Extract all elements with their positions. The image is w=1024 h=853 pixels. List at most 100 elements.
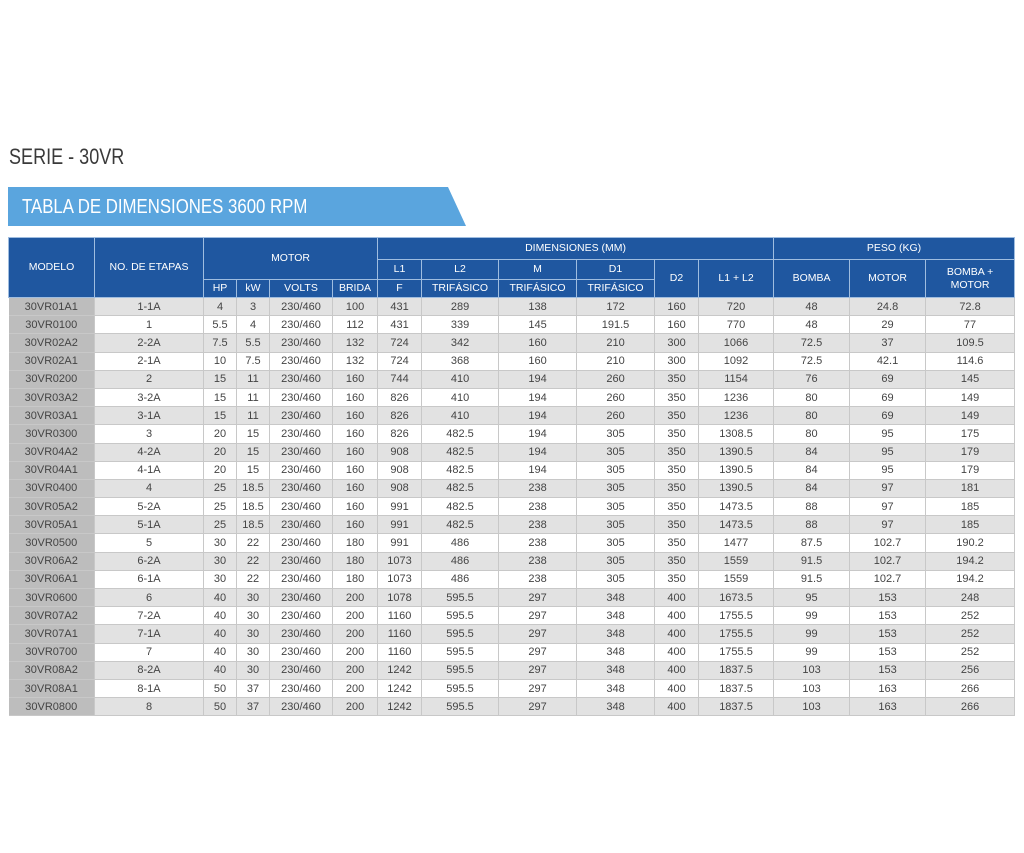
table-cell: 230/460	[269, 679, 333, 699]
table-cell: 482.5	[421, 497, 500, 517]
table-cell: 230/460	[269, 352, 333, 371]
header-peso-group: PESO (KG)	[773, 237, 1016, 260]
table-cell: 50	[203, 697, 237, 717]
table-cell: 1242	[377, 661, 423, 680]
table-cell: 194	[498, 443, 578, 462]
table-cell: 1390.5	[698, 479, 775, 499]
table-row: 30VR04A1 4-1A 20 15 230/460 160 908 482.5 194 305…	[8, 461, 1016, 480]
table-cell: 160	[654, 315, 700, 335]
table-cell: 350	[654, 443, 700, 462]
model-cell: 30VR0400	[8, 479, 95, 499]
table-cell: 84	[773, 461, 851, 480]
table-cell: 482.5	[421, 424, 500, 444]
table-cell: 1559	[698, 570, 775, 590]
table-cell: 18.5	[236, 515, 270, 535]
table-cell: 260	[576, 370, 656, 389]
table-cell: 160	[332, 479, 379, 499]
table-cell: 18.5	[236, 479, 270, 499]
table-cell: 15	[203, 388, 237, 408]
table-cell: 400	[654, 697, 700, 717]
table-cell: 252	[925, 624, 1016, 644]
table-cell: 100	[332, 297, 379, 317]
table-row: 30VR0200 2 15 11 230/460 160 744 410 194 260 350 11…	[8, 370, 1016, 389]
table-cell: 3-2A	[94, 388, 204, 408]
table-cell: 1755.5	[698, 643, 775, 662]
table-title-banner: TABLA DE DIMENSIONES 3600 RPM	[8, 187, 466, 226]
table-row: 30VR01A1 1-1A 4 3 230/460 100 431 289 138 172 160 7…	[8, 297, 1016, 317]
table-cell: 102.7	[849, 552, 927, 571]
table-row: 30VR07A1 7-1A 40 30 230/460 200 1160 595.5 297 34…	[8, 624, 1016, 644]
series-title: SERIE - 30VR	[9, 144, 125, 169]
table-cell: 595.5	[421, 588, 500, 608]
header-d1: D1	[576, 259, 656, 280]
table-cell: 80	[773, 406, 851, 426]
table-cell: 297	[498, 679, 578, 699]
table-cell: 230/460	[269, 624, 333, 644]
table-cell: 180	[332, 552, 379, 571]
table-cell: 305	[576, 497, 656, 517]
model-cell: 30VR0200	[8, 370, 95, 389]
model-cell: 30VR0800	[8, 697, 95, 717]
table-cell: 400	[654, 606, 700, 626]
table-cell: 3	[94, 424, 204, 444]
table-cell: 48	[773, 315, 851, 335]
table-cell: 230/460	[269, 370, 333, 389]
table-cell: 230/460	[269, 588, 333, 608]
table-cell: 595.5	[421, 606, 500, 626]
table-cell: 2-1A	[94, 352, 204, 371]
table-cell: 350	[654, 515, 700, 535]
table-cell: 348	[576, 606, 656, 626]
table-cell: 50	[203, 679, 237, 699]
table-cell: 8-2A	[94, 661, 204, 680]
table-cell: 185	[925, 497, 1016, 517]
table-cell: 1160	[377, 606, 423, 626]
table-cell: 410	[421, 388, 500, 408]
table-cell: 200	[332, 661, 379, 680]
table-cell: 153	[849, 588, 927, 608]
header-volts: VOLTS	[269, 279, 333, 298]
table-row: 30VR07A2 7-2A 40 30 230/460 200 1160 595.5 297 34…	[8, 606, 1016, 626]
table-cell: 99	[773, 643, 851, 662]
table-cell: 2-2A	[94, 333, 204, 353]
table-cell: 350	[654, 570, 700, 590]
table-cell: 194.2	[925, 552, 1016, 571]
header-motor-group: MOTOR	[202, 237, 379, 280]
table-row: 30VR0800 8 50 37 230/460 200 1242 595.5 297 348 40…	[8, 697, 1016, 717]
table-cell: 350	[654, 370, 700, 389]
header-etapas: NO. DE ETAPAS	[94, 237, 204, 298]
table-cell: 826	[377, 424, 423, 444]
table-cell: 20	[203, 461, 237, 480]
table-cell: 305	[576, 552, 656, 571]
model-cell: 30VR0700	[8, 643, 95, 662]
model-cell: 30VR05A1	[8, 515, 95, 535]
table-cell: 482.5	[421, 515, 500, 535]
table-cell: 138	[498, 297, 578, 317]
table-cell: 163	[849, 679, 927, 699]
table-cell: 200	[332, 643, 379, 662]
model-cell: 30VR02A2	[8, 333, 95, 353]
table-cell: 230/460	[269, 570, 333, 590]
table-cell: 7-1A	[94, 624, 204, 644]
table-cell: 230/460	[269, 443, 333, 462]
table-cell: 114.6	[925, 352, 1016, 371]
table-cell: 720	[698, 297, 775, 317]
banner-title: TABLA DE DIMENSIONES 3600 RPM	[22, 196, 308, 218]
table-cell: 252	[925, 606, 1016, 626]
table-row: 30VR02A1 2-1A 10 7.5 230/460 132 724 368 160 210 3…	[8, 352, 1016, 371]
table-cell: 400	[654, 643, 700, 662]
table-row: 30VR08A1 8-1A 50 37 230/460 200 1242 595.5 297 34…	[8, 679, 1016, 699]
table-row: 30VR0300 3 20 15 230/460 160 826 482.5 194 305 350…	[8, 424, 1016, 444]
table-cell: 230/460	[269, 315, 333, 335]
table-cell: 194	[498, 406, 578, 426]
header-dimensiones-group: DIMENSIONES (MM)	[377, 237, 775, 260]
header-bomba: BOMBA	[773, 259, 851, 298]
table-cell: 256	[925, 661, 1016, 680]
table-cell: 350	[654, 406, 700, 426]
model-cell: 30VR0100	[8, 315, 95, 335]
table-cell: 238	[498, 515, 578, 535]
table-cell: 160	[332, 388, 379, 408]
table-cell: 297	[498, 606, 578, 626]
model-cell: 30VR04A2	[8, 443, 95, 462]
table-row: 30VR0700 7 40 30 230/460 200 1160 595.5 297 348 40…	[8, 643, 1016, 662]
table-cell: 15	[236, 443, 270, 462]
